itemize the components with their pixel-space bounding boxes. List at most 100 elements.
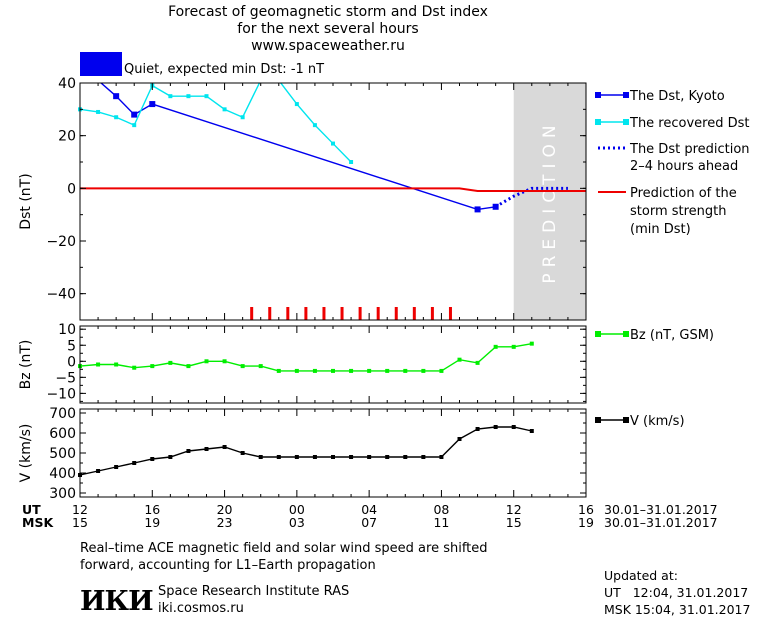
data-point-speed bbox=[222, 445, 227, 449]
y-tick-label: 600 bbox=[49, 426, 76, 442]
data-point-speed bbox=[421, 455, 426, 459]
data-point-bz bbox=[529, 341, 534, 346]
data-point-dst_recovered bbox=[222, 107, 227, 112]
data-point-bz bbox=[204, 359, 209, 364]
series-line-speed bbox=[80, 426, 532, 476]
data-point-dst_recovered bbox=[294, 102, 299, 107]
legend-bz-line-marker bbox=[595, 331, 601, 337]
data-point-speed bbox=[367, 455, 372, 459]
legend-bz-label: Bz (nT, GSM) bbox=[630, 328, 714, 343]
data-point-dst_recovered bbox=[186, 94, 191, 99]
institute-name: Space Research Institute RAS bbox=[158, 584, 350, 599]
ut-tick-label: 16 bbox=[144, 502, 161, 517]
panel-frame bbox=[79, 82, 587, 321]
data-point-speed bbox=[276, 455, 281, 459]
msk-axis-label: MSK bbox=[22, 515, 54, 530]
propagation-note-line-1: Real–time ACE magnetic field and solar w… bbox=[80, 541, 488, 556]
data-point-dst_recovered bbox=[168, 94, 173, 99]
y-tick-label: 5 bbox=[67, 338, 76, 354]
legend-recovered-label: The recovered Dst bbox=[629, 116, 749, 131]
data-point-dst_recovered bbox=[96, 109, 101, 114]
legend-recovered-line-marker bbox=[595, 119, 601, 125]
panel-frame bbox=[79, 325, 587, 404]
y-tick-label: −10 bbox=[46, 386, 76, 402]
data-point-bz bbox=[475, 360, 480, 365]
y-tick-label: 40 bbox=[58, 76, 76, 92]
msk-tick-label: 23 bbox=[216, 515, 233, 530]
title-line-2: for the next several hours bbox=[237, 21, 419, 37]
data-point-speed bbox=[312, 455, 317, 459]
series-line-bz bbox=[80, 342, 532, 372]
legend-speed-label: V (km/s) bbox=[630, 414, 685, 429]
legend-storm-label-2: storm strength bbox=[630, 204, 727, 219]
series-line-dst_prediction bbox=[494, 186, 568, 209]
institute-site-link[interactable]: iki.cosmos.ru bbox=[158, 601, 244, 616]
legend-prediction-label-2: 2–4 hours ahead bbox=[630, 159, 738, 174]
data-point-speed bbox=[186, 449, 191, 453]
data-point-bz bbox=[349, 368, 354, 373]
legend-speed-line-marker bbox=[623, 417, 629, 423]
data-point-speed bbox=[96, 469, 101, 473]
data-point-speed bbox=[385, 455, 390, 459]
y-tick-label: −40 bbox=[46, 287, 76, 303]
data-point-bz bbox=[222, 359, 227, 364]
legend-speed-line-marker bbox=[595, 417, 601, 423]
data-point-bz bbox=[457, 357, 462, 362]
y-tick-label: 400 bbox=[49, 466, 76, 482]
y-tick-label: 0 bbox=[67, 354, 76, 370]
data-point-dst_recovered bbox=[312, 123, 317, 128]
y-tick-label: 0 bbox=[67, 181, 76, 197]
y-tick-label: 20 bbox=[58, 129, 76, 145]
status-level-swatch bbox=[80, 52, 122, 76]
y-tick-label: −20 bbox=[46, 234, 76, 250]
legend-dst-kyoto-label: The Dst, Kyoto bbox=[629, 89, 725, 104]
data-point-bz bbox=[439, 368, 444, 373]
title-line-1: Forecast of geomagnetic storm and Dst in… bbox=[168, 4, 488, 20]
msk-tick-label: 19 bbox=[578, 515, 594, 530]
data-point-dst_kyoto bbox=[113, 93, 120, 100]
data-point-bz bbox=[331, 368, 335, 373]
data-point-bz bbox=[186, 364, 191, 369]
chart-title: Forecast of geomagnetic storm and Dst in… bbox=[0, 4, 656, 55]
data-point-dst_recovered bbox=[349, 160, 354, 164]
legend-storm-label-1: Prediction of the bbox=[630, 186, 737, 201]
data-point-speed bbox=[150, 457, 155, 461]
prediction-band bbox=[513, 83, 586, 320]
data-point-bz bbox=[168, 360, 173, 365]
status-text: Quiet, expected min Dst: -1 nT bbox=[124, 62, 325, 77]
y-axis-label: Dst (nT) bbox=[18, 173, 34, 229]
propagation-note-line-2: forward, accounting for L1–Earth propaga… bbox=[80, 558, 376, 573]
msk-tick-label: 03 bbox=[288, 515, 305, 530]
title-line-3: www.spaceweather.ru bbox=[251, 38, 405, 54]
data-point-bz bbox=[511, 344, 516, 349]
y-axis-label: V (km/s) bbox=[18, 424, 34, 483]
iki-logo: ИКИ bbox=[80, 586, 154, 617]
data-point-dst_recovered bbox=[114, 115, 119, 120]
data-point-bz bbox=[294, 368, 299, 373]
data-point-speed bbox=[403, 455, 408, 459]
legend-dst-kyoto-line-marker bbox=[623, 92, 629, 98]
data-point-speed bbox=[132, 461, 137, 465]
data-point-bz bbox=[276, 368, 281, 373]
updated-msk: MSK 15:04, 31.01.2017 bbox=[604, 602, 751, 617]
data-point-speed bbox=[457, 437, 462, 441]
data-point-bz bbox=[258, 364, 263, 369]
msk-tick-label: 11 bbox=[433, 515, 450, 530]
data-point-speed bbox=[240, 451, 245, 455]
data-point-bz bbox=[493, 344, 498, 349]
msk-tick-label: 07 bbox=[361, 515, 378, 530]
series-line-storm_strength bbox=[80, 187, 586, 192]
series-line-dst_recovered bbox=[80, 83, 352, 163]
y-tick-label: 500 bbox=[49, 446, 76, 462]
ut-tick-label: 00 bbox=[288, 502, 305, 517]
ut-date-range: 30.01–31.01.2017 bbox=[604, 502, 718, 517]
legend-bz-line-marker bbox=[623, 331, 629, 337]
data-point-dst_kyoto bbox=[149, 101, 156, 108]
data-point-speed bbox=[168, 455, 173, 459]
legend-storm-label-3: (min Dst) bbox=[630, 222, 691, 237]
data-point-bz bbox=[312, 368, 317, 373]
data-point-speed bbox=[529, 429, 534, 433]
series-line-dst_kyoto bbox=[100, 83, 496, 211]
